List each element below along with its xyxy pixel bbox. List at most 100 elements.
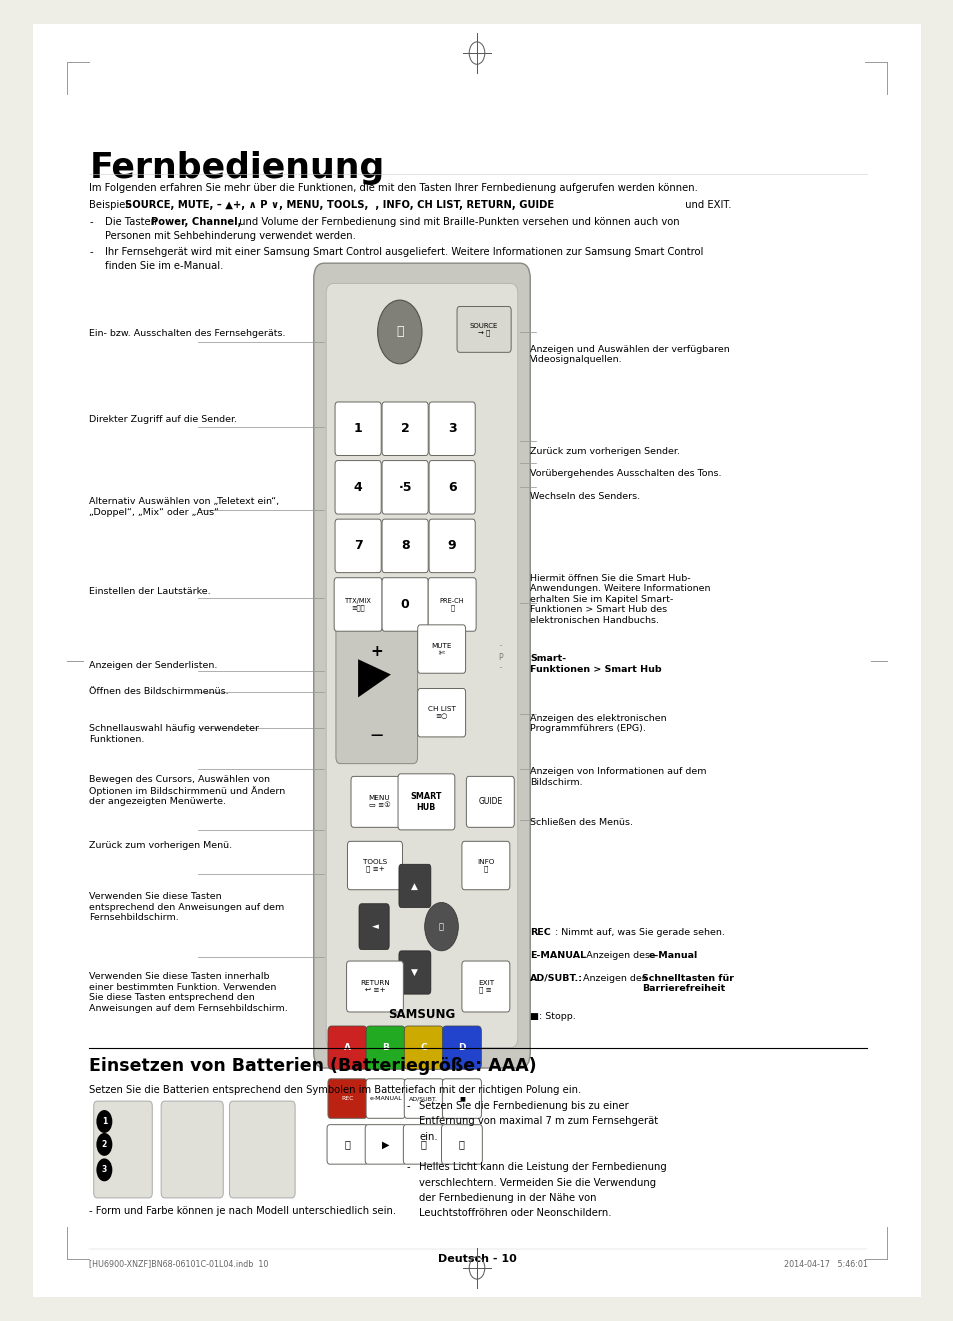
Text: 2: 2 <box>102 1140 107 1149</box>
Text: ⏻: ⏻ <box>395 325 403 338</box>
Text: REC: REC <box>530 927 551 937</box>
Text: EXIT
⧁ ≡: EXIT ⧁ ≡ <box>477 980 494 993</box>
FancyBboxPatch shape <box>442 1026 481 1069</box>
Circle shape <box>96 1110 112 1133</box>
FancyBboxPatch shape <box>326 284 517 1048</box>
Text: Schnellauswahl häufig verwendeter
Funktionen.: Schnellauswahl häufig verwendeter Funkti… <box>90 724 259 744</box>
FancyBboxPatch shape <box>381 461 428 514</box>
Text: 2: 2 <box>400 423 409 435</box>
FancyBboxPatch shape <box>328 1079 367 1119</box>
Text: ◄: ◄ <box>371 922 378 931</box>
Text: TTX/MIX
≡⧸⬜: TTX/MIX ≡⧸⬜ <box>344 597 371 612</box>
Text: Ihr Fernsehgerät wird mit einer Samsung Smart Control ausgeliefert. Weitere Info: Ihr Fernsehgerät wird mit einer Samsung … <box>105 247 703 256</box>
Text: E-MANUAL: E-MANUAL <box>530 951 586 960</box>
Circle shape <box>96 1159 112 1181</box>
Text: Einsetzen von Batterien (Batteriegröße: AAA): Einsetzen von Batterien (Batteriegröße: … <box>90 1057 537 1074</box>
Text: Hiermit öffnen Sie die Smart Hub-
Anwendungen. Weitere Informationen
erhalten Si: Hiermit öffnen Sie die Smart Hub- Anwend… <box>530 573 710 625</box>
Text: und EXIT.: und EXIT. <box>681 199 731 210</box>
Text: und Volume der Fernbedienung sind mit Braille-Punkten versehen und können auch v: und Volume der Fernbedienung sind mit Br… <box>235 218 679 227</box>
Text: ▶: ▶ <box>381 1140 389 1149</box>
Text: SOURCE, MUTE, – ▲+, ∧ P ∨, MENU, TOOLS,  , INFO, CH LIST, RETURN, GUIDE: SOURCE, MUTE, – ▲+, ∧ P ∨, MENU, TOOLS, … <box>125 199 554 210</box>
FancyBboxPatch shape <box>429 461 475 514</box>
FancyBboxPatch shape <box>327 1124 368 1164</box>
Text: MUTE
✄: MUTE ✄ <box>431 642 452 655</box>
FancyBboxPatch shape <box>417 625 465 674</box>
FancyBboxPatch shape <box>381 519 428 572</box>
FancyBboxPatch shape <box>358 904 389 950</box>
Text: ■: Stopp.: ■: Stopp. <box>530 1012 576 1021</box>
FancyBboxPatch shape <box>428 577 476 631</box>
Text: ⏮: ⏮ <box>344 1140 350 1149</box>
Text: 3: 3 <box>447 423 456 435</box>
Text: 9: 9 <box>447 539 456 552</box>
FancyBboxPatch shape <box>347 841 402 890</box>
Text: D: D <box>457 1044 465 1052</box>
Text: 7: 7 <box>354 539 362 552</box>
FancyBboxPatch shape <box>334 577 381 631</box>
Text: AD/SUBT.:: AD/SUBT.: <box>530 974 582 983</box>
Text: Ein- bzw. Ausschalten des Fernsehgeräts.: Ein- bzw. Ausschalten des Fernsehgeräts. <box>90 329 286 338</box>
Text: Setzen Sie die Batterien entsprechend den Symbolen im Batteriefach mit der richt: Setzen Sie die Batterien entsprechend de… <box>90 1085 581 1095</box>
Text: : Nimmt auf, was Sie gerade sehen.: : Nimmt auf, was Sie gerade sehen. <box>555 927 724 937</box>
FancyBboxPatch shape <box>442 1079 481 1119</box>
Text: Deutsch - 10: Deutsch - 10 <box>437 1254 516 1264</box>
Text: 1: 1 <box>354 423 362 435</box>
FancyBboxPatch shape <box>381 577 428 631</box>
FancyBboxPatch shape <box>398 951 431 995</box>
Text: ein.: ein. <box>419 1132 437 1141</box>
Text: ·5: ·5 <box>398 481 412 494</box>
Text: SMART
HUB: SMART HUB <box>410 793 441 811</box>
FancyBboxPatch shape <box>365 1124 406 1164</box>
Text: REC: REC <box>341 1096 354 1102</box>
Text: ▲: ▲ <box>411 881 418 890</box>
Text: Alternativ Auswählen von „Teletext ein“,
„Doppel“, „Mix“ oder „Aus“: Alternativ Auswählen von „Teletext ein“,… <box>90 498 279 517</box>
Text: SAMSUNG: SAMSUNG <box>388 1008 456 1021</box>
Circle shape <box>96 1133 112 1156</box>
Text: Verwenden Sie diese Tasten
entsprechend den Anweisungen auf dem
Fernsehbildschir: Verwenden Sie diese Tasten entsprechend … <box>90 892 284 922</box>
Text: A: A <box>344 1044 351 1052</box>
Text: MENU
▭ ≡①: MENU ▭ ≡① <box>368 795 390 808</box>
Text: ■: ■ <box>458 1096 464 1102</box>
Text: -: - <box>90 218 92 227</box>
Text: 6: 6 <box>447 481 456 494</box>
Text: -: - <box>406 1102 409 1111</box>
FancyBboxPatch shape <box>397 774 455 830</box>
Text: Bewegen des Cursors, Auswählen von
Optionen im Bildschirmmenü und Ändern
der ang: Bewegen des Cursors, Auswählen von Optio… <box>90 775 285 806</box>
Text: e-MANUAL: e-MANUAL <box>369 1096 401 1102</box>
Text: RETURN
↩ ≡+: RETURN ↩ ≡+ <box>359 980 390 993</box>
FancyBboxPatch shape <box>441 1124 482 1164</box>
Text: verschlechtern. Vermeiden Sie die Verwendung: verschlechtern. Vermeiden Sie die Verwen… <box>419 1177 656 1188</box>
Text: Zurück zum vorherigen Sender.: Zurück zum vorherigen Sender. <box>530 446 679 456</box>
FancyBboxPatch shape <box>93 1102 152 1198</box>
Text: Setzen Sie die Fernbedienung bis zu einer: Setzen Sie die Fernbedienung bis zu eine… <box>419 1102 628 1111</box>
Text: Die Tasten: Die Tasten <box>105 218 160 227</box>
Text: finden Sie im e-Manual.: finden Sie im e-Manual. <box>105 260 223 271</box>
Text: B: B <box>382 1044 389 1052</box>
FancyBboxPatch shape <box>404 1079 443 1119</box>
Text: ··
P
··: ·· P ·· <box>497 642 502 674</box>
Text: INFO
⬜: INFO ⬜ <box>476 859 494 872</box>
Text: 2014-04-17   5:46:01: 2014-04-17 5:46:01 <box>782 1260 866 1268</box>
FancyBboxPatch shape <box>335 461 381 514</box>
Text: Entfernung von maximal 7 m zum Fernsehgerät: Entfernung von maximal 7 m zum Fernsehge… <box>419 1116 658 1127</box>
Text: —: — <box>370 729 382 742</box>
Text: GUIDE: GUIDE <box>477 798 502 806</box>
Text: Anzeigen von Informationen auf dem
Bildschirm.: Anzeigen von Informationen auf dem Bilds… <box>530 768 706 787</box>
FancyBboxPatch shape <box>403 1124 444 1164</box>
Text: 1: 1 <box>102 1118 107 1125</box>
FancyBboxPatch shape <box>33 24 920 1297</box>
Text: : Anzeigen des: : Anzeigen des <box>579 951 652 960</box>
Text: Zurück zum vorherigen Menü.: Zurück zum vorherigen Menü. <box>90 841 233 851</box>
FancyBboxPatch shape <box>456 306 511 353</box>
Text: ⏸: ⏸ <box>420 1140 426 1149</box>
Text: AD/SUBT.: AD/SUBT. <box>409 1096 437 1102</box>
Text: Personen mit Sehbehinderung verwendet werden.: Personen mit Sehbehinderung verwendet we… <box>105 231 355 242</box>
Text: - Form und Farbe können je nach Modell unterschiedlich sein.: - Form und Farbe können je nach Modell u… <box>90 1206 396 1215</box>
FancyBboxPatch shape <box>335 519 381 572</box>
FancyBboxPatch shape <box>466 777 514 827</box>
Text: e-Manual: e-Manual <box>648 951 698 960</box>
Text: Vorübergehendes Ausschalten des Tons.: Vorübergehendes Ausschalten des Tons. <box>530 469 721 478</box>
Text: Im Folgenden erfahren Sie mehr über die Funktionen, die mit den Tasten Ihrer Fer: Im Folgenden erfahren Sie mehr über die … <box>90 182 698 193</box>
Text: 3: 3 <box>102 1165 107 1174</box>
Text: der Fernbedienung in der Nähe von: der Fernbedienung in der Nähe von <box>419 1193 597 1203</box>
